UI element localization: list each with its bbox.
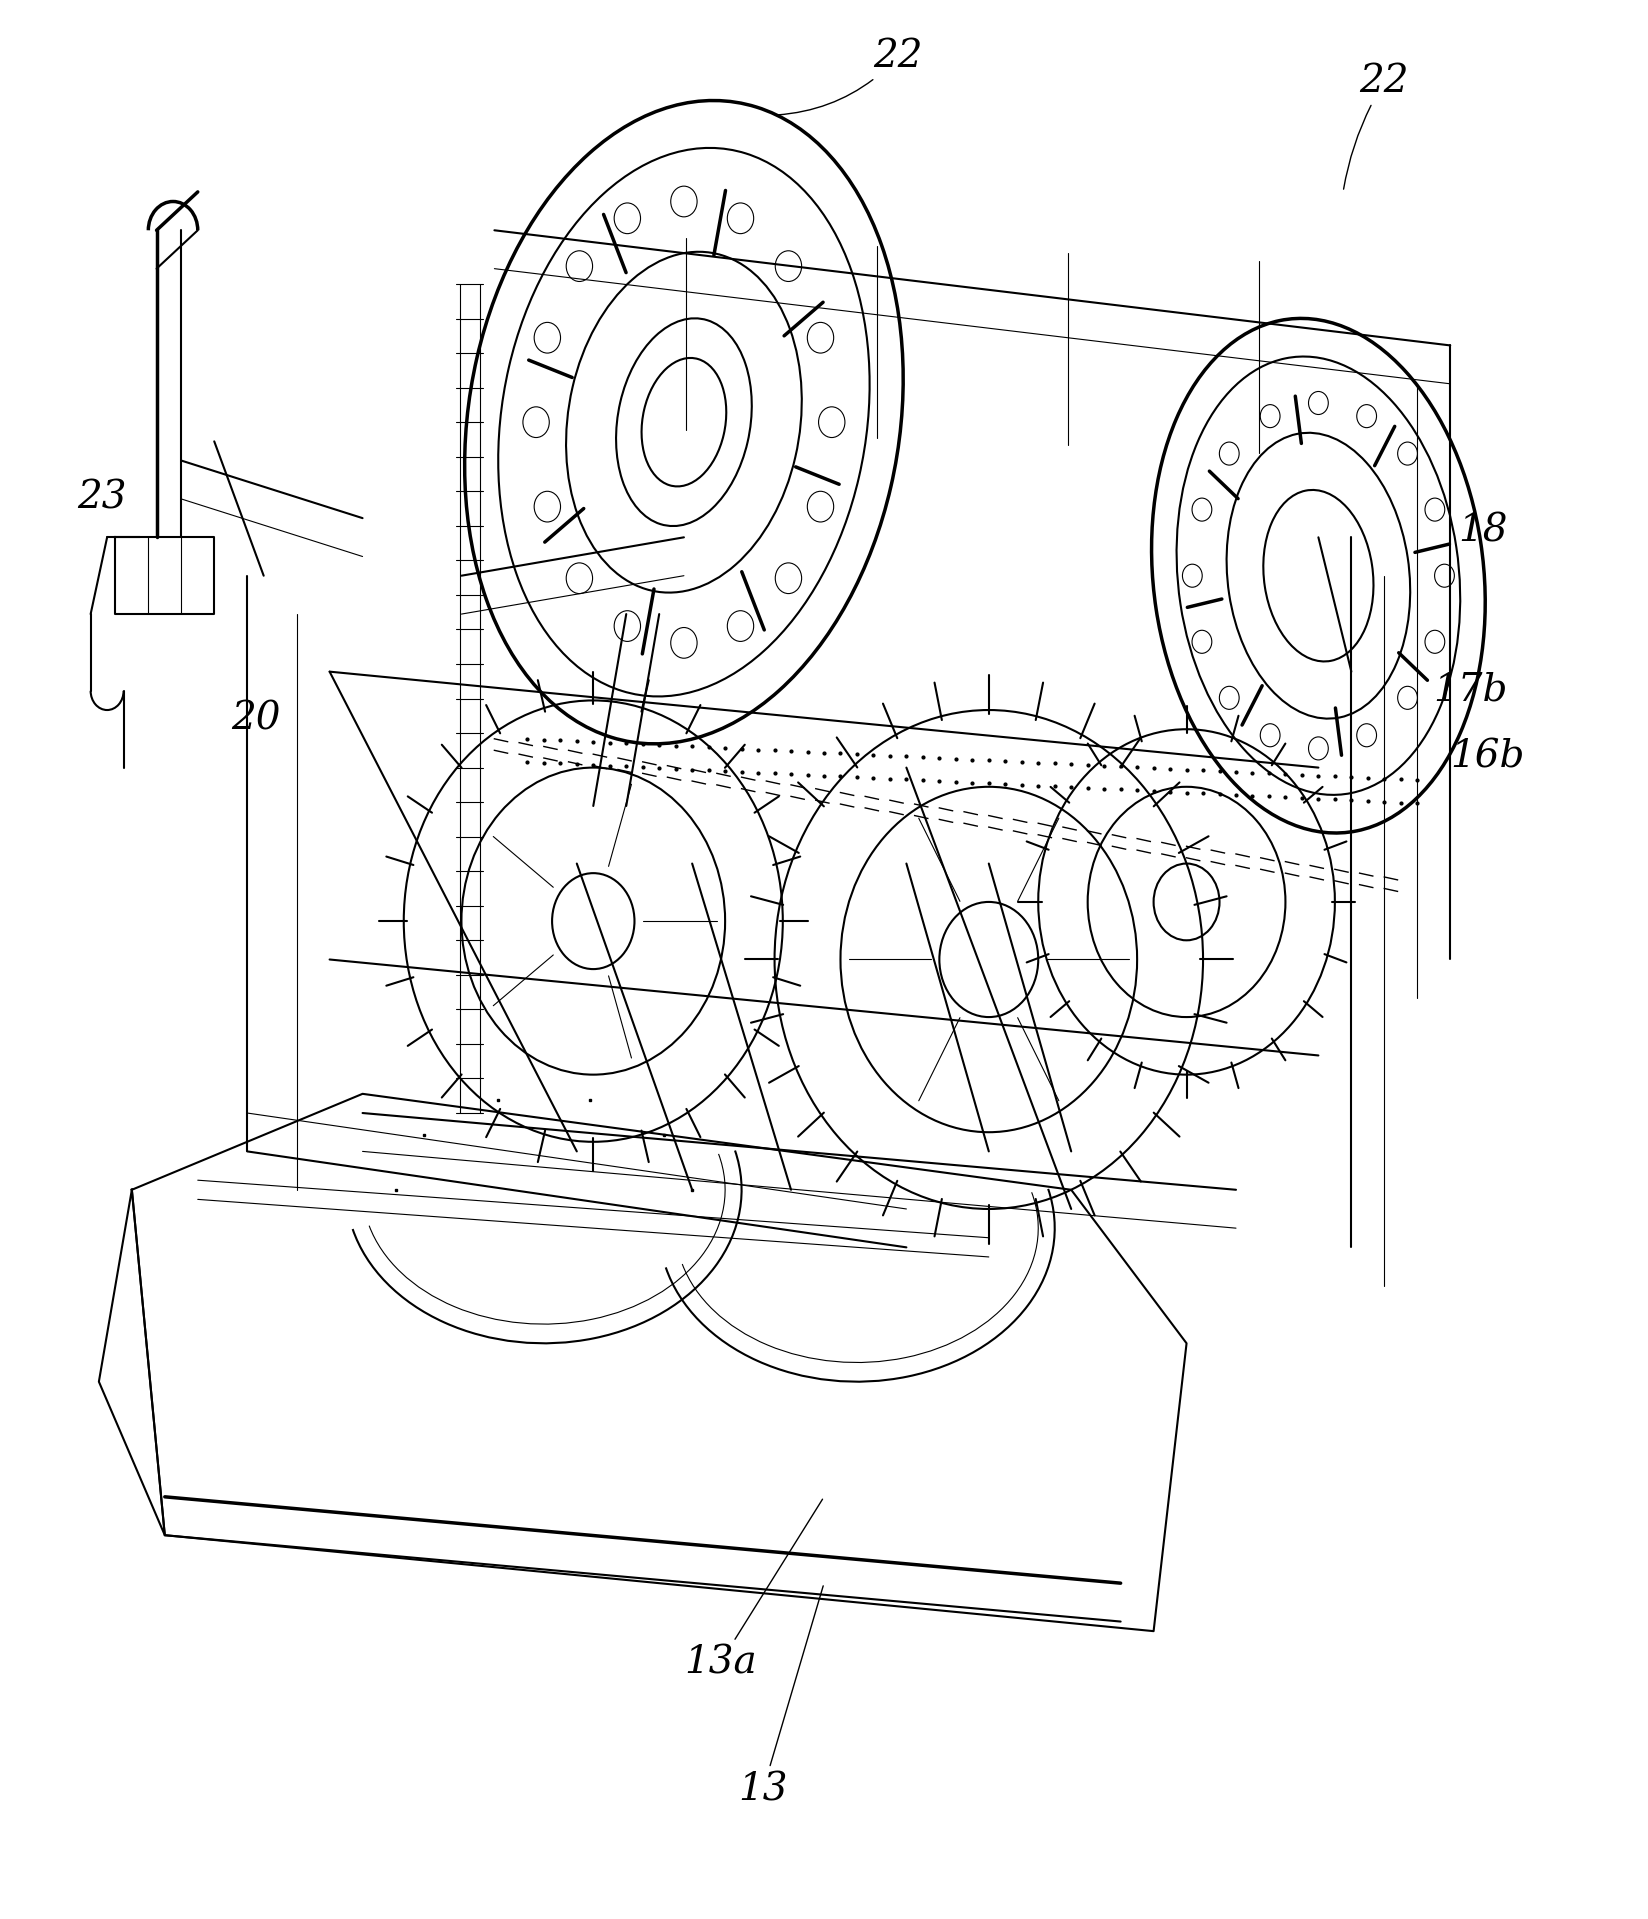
Text: 16b: 16b: [1450, 739, 1524, 775]
Text: 20: 20: [231, 700, 280, 737]
Text: 23: 23: [77, 480, 127, 516]
Text: 22: 22: [778, 38, 923, 115]
Ellipse shape: [1152, 319, 1485, 833]
Text: 17b: 17b: [1434, 672, 1508, 708]
Text: 18: 18: [1458, 512, 1508, 549]
Ellipse shape: [498, 148, 870, 697]
Text: 13a: 13a: [684, 1499, 822, 1681]
Ellipse shape: [1177, 357, 1460, 794]
Text: 22: 22: [1343, 63, 1409, 190]
Ellipse shape: [465, 100, 903, 745]
Text: 13: 13: [738, 1585, 824, 1808]
